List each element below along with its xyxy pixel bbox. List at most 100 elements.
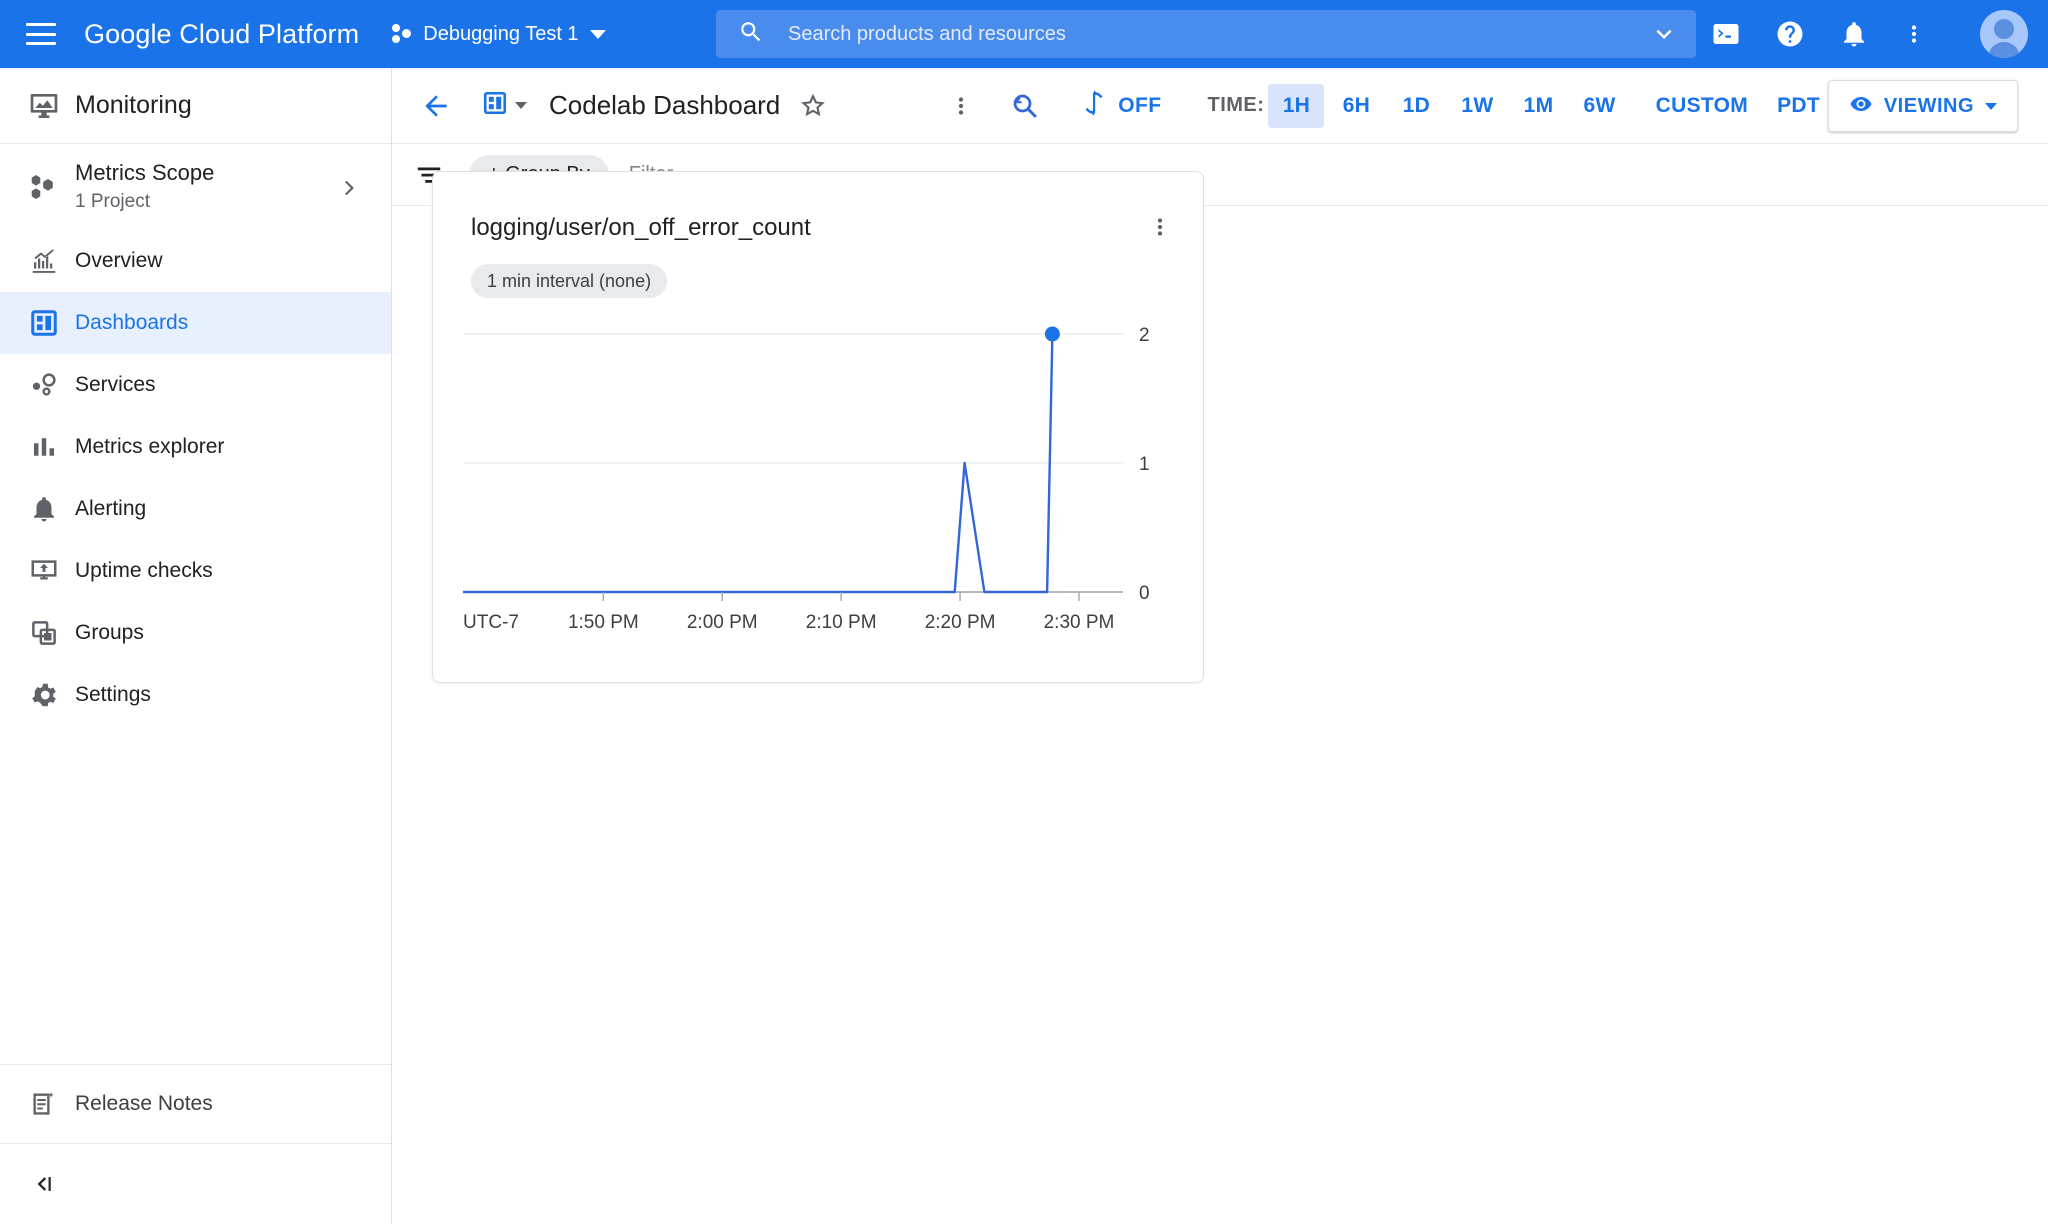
chart-title: logging/user/on_off_error_count — [471, 214, 811, 241]
svg-text:1:50 PM: 1:50 PM — [568, 612, 639, 633]
chevron-down-icon[interactable] — [1632, 10, 1696, 58]
dashboard-toolbar: Codelab Dashboard — [392, 68, 2048, 144]
product-title: Monitoring — [0, 68, 391, 144]
gear-icon — [22, 680, 66, 710]
sidebar-bottom-section: Release Notes — [0, 1064, 391, 1224]
sidebar-item-groups[interactable]: Groups — [0, 602, 391, 664]
sidebar-item-label: Overview — [75, 249, 163, 272]
avatar[interactable] — [1980, 10, 2028, 58]
svg-text:2: 2 — [1139, 325, 1150, 346]
product-title-label: Monitoring — [75, 91, 192, 119]
viewing-mode-button[interactable]: VIEWING — [1827, 80, 2018, 132]
help-icon[interactable] — [1768, 12, 1812, 56]
caret-down-icon — [1985, 102, 1997, 110]
time-range-label: TIME: — [1207, 94, 1265, 116]
overview-chart-icon — [22, 246, 66, 276]
timezone-button[interactable]: PDT — [1777, 93, 1820, 117]
back-arrow-icon[interactable] — [420, 90, 452, 122]
chart-gridlines — [463, 333, 1123, 593]
sidebar-item-dashboards[interactable]: Dashboards — [0, 292, 391, 354]
search-bar[interactable] — [716, 10, 1696, 58]
bar-chart-icon — [22, 432, 66, 462]
filter-list-icon[interactable] — [414, 160, 444, 190]
dashboard-type-selector[interactable] — [482, 90, 527, 121]
caret-down-icon — [589, 29, 606, 39]
gcp-logo: Google Cloud Platform — [84, 18, 360, 49]
time-range-custom[interactable]: CUSTOM — [1655, 93, 1749, 117]
services-icon — [22, 370, 66, 400]
chart-plot-area[interactable]: 0 1 2 UTC-7 1:50 PM 2:00 PM 2:10 PM 2:20 PM 2:3… — [433, 322, 1205, 672]
top-navigation-bar: Google Cloud Platform Debugging Test 1 — [0, 0, 2048, 68]
svg-text:2:30 PM: 2:30 PM — [1044, 612, 1115, 633]
search-icon — [738, 19, 764, 50]
sidebar-item-overview[interactable]: Overview — [0, 230, 391, 292]
search-input[interactable] — [788, 22, 1618, 46]
bell-icon — [22, 494, 66, 524]
viewing-mode-label: VIEWING — [1883, 94, 1974, 117]
chart-more-options-icon[interactable] — [1147, 214, 1173, 245]
dashboards-icon — [22, 308, 66, 338]
metrics-scope-selector[interactable]: Metrics Scope 1 Project — [0, 144, 391, 230]
sidebar-item-label: Groups — [75, 621, 144, 644]
collapse-panel-icon — [22, 1171, 66, 1197]
sidebar-item-services[interactable]: Services — [0, 354, 391, 416]
auto-refresh-toggle[interactable]: OFF — [1080, 89, 1161, 122]
hamburger-menu-icon[interactable] — [26, 23, 56, 45]
auto-refresh-icon — [1080, 89, 1108, 122]
caret-down-icon — [515, 102, 527, 109]
metrics-scope-text: Metrics Scope 1 Project — [75, 159, 214, 215]
sidebar-item-metrics-explorer[interactable]: Metrics explorer — [0, 416, 391, 478]
metrics-scope-title: Metrics Scope — [75, 160, 215, 185]
time-range-1h[interactable]: 1H — [1268, 83, 1325, 128]
chart-y-axis-labels: 0 1 2 — [1139, 325, 1150, 604]
sidebar-item-uptime-checks[interactable]: Uptime checks — [0, 540, 391, 602]
sidebar-item-label: Settings — [75, 683, 151, 706]
star-outline-icon[interactable] — [798, 91, 828, 121]
sidebar-item-label: Uptime checks — [75, 559, 213, 582]
sidebar-item-label: Metrics explorer — [75, 435, 225, 458]
svg-text:0: 0 — [1139, 583, 1150, 604]
svg-text:2:00 PM: 2:00 PM — [687, 612, 758, 633]
time-range-6h[interactable]: 6H — [1342, 93, 1371, 117]
metrics-scope-subtitle: 1 Project — [75, 191, 150, 212]
sidebar-item-label: Services — [75, 373, 156, 396]
time-range-1w[interactable]: 1W — [1461, 93, 1494, 117]
chart-x-axis-labels: UTC-7 1:50 PM 2:00 PM 2:10 PM 2:20 PM 2:30 PM — [463, 592, 1114, 633]
chart-card: logging/user/on_off_error_count 1 min in… — [432, 171, 1204, 683]
sidebar-item-release-notes[interactable]: Release Notes — [0, 1064, 391, 1144]
sidebar-item-alerting[interactable]: Alerting — [0, 478, 391, 540]
project-name: Debugging Test 1 — [423, 22, 579, 45]
sidebar-item-settings[interactable]: Settings — [0, 664, 391, 726]
project-selector[interactable]: Debugging Test 1 — [392, 22, 606, 46]
time-range-6w[interactable]: 6W — [1583, 93, 1616, 117]
zoom-out-magnifier-icon[interactable] — [1010, 91, 1040, 121]
dashboard-more-options-icon[interactable] — [948, 93, 974, 119]
cloud-shell-icon[interactable] — [1704, 12, 1748, 56]
svg-text:2:10 PM: 2:10 PM — [806, 612, 877, 633]
sidebar-collapse-button[interactable] — [0, 1144, 391, 1224]
avatar-head — [1994, 19, 2014, 39]
time-range-1m[interactable]: 1M — [1523, 93, 1554, 117]
main-content: Codelab Dashboard — [392, 68, 2048, 1224]
auto-refresh-label: OFF — [1118, 93, 1162, 117]
uptime-monitor-icon — [22, 556, 66, 586]
more-vert-icon[interactable] — [1892, 12, 1936, 56]
groups-squares-icon — [22, 618, 66, 648]
sidebar-item-label: Release Notes — [75, 1092, 213, 1115]
svg-text:1: 1 — [1139, 454, 1150, 475]
chevron-right-icon — [335, 175, 361, 206]
metrics-scope-icon — [22, 171, 66, 203]
sidebar-item-label: Dashboards — [75, 311, 189, 334]
svg-text:2:20 PM: 2:20 PM — [925, 612, 996, 633]
time-range-1d[interactable]: 1D — [1402, 93, 1431, 117]
svg-text:UTC-7: UTC-7 — [463, 612, 519, 633]
avatar-body — [1988, 42, 2020, 58]
release-notes-icon — [22, 1089, 66, 1119]
project-dots-icon — [392, 24, 412, 44]
sidebar-item-label: Alerting — [75, 497, 147, 520]
monitoring-icon — [22, 90, 66, 122]
notifications-bell-icon[interactable] — [1832, 12, 1876, 56]
page-title: Codelab Dashboard — [549, 90, 781, 120]
chart-series-line — [463, 333, 1054, 594]
chart-svg: 0 1 2 UTC-7 1:50 PM 2:00 PM 2:10 PM 2:20 PM 2:3… — [463, 325, 1150, 633]
